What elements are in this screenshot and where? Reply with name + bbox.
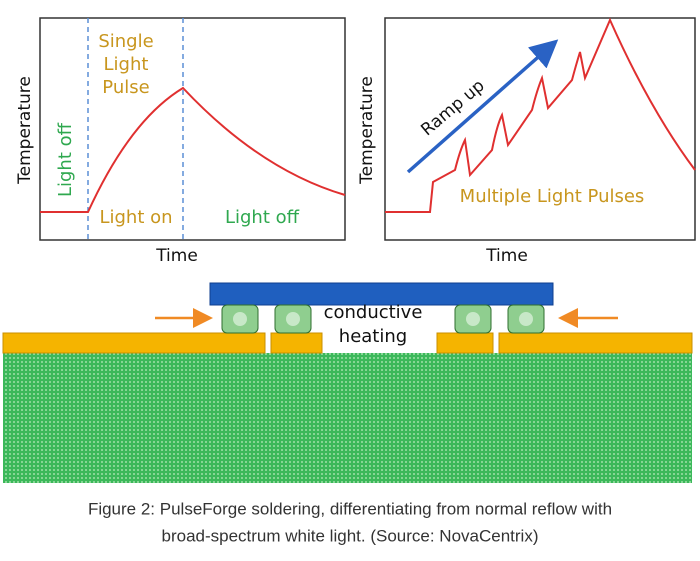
- left-chart: Temperature Time Single Light Pulse Ligh…: [15, 17, 346, 266]
- heating-label: conductive: [324, 302, 423, 323]
- copper-pad: [2, 332, 266, 354]
- light-off-label: Light off: [225, 207, 300, 228]
- plot-frame: [384, 17, 696, 241]
- pulse-label: Single: [98, 31, 153, 52]
- copper-pad: [270, 332, 323, 354]
- plot-frame: [39, 17, 346, 241]
- pcb-substrate: [3, 353, 692, 483]
- solder-highlight: [519, 312, 533, 326]
- solder-diagram: conductive heating: [2, 282, 693, 483]
- light-off-label: Light off: [55, 122, 76, 197]
- x-axis-label: Time: [485, 246, 528, 266]
- x-axis-label: Time: [155, 246, 198, 266]
- ramp-arrow: [406, 39, 559, 174]
- caption: broad-spectrum white light. (Source: Nov…: [162, 526, 539, 545]
- solder-highlight: [466, 312, 480, 326]
- solder-highlight: [233, 312, 247, 326]
- pulse-label: Pulse: [102, 77, 149, 98]
- y-axis-label: Temperature: [357, 76, 377, 185]
- solder-highlight: [286, 312, 300, 326]
- temperature-curve: [40, 86, 346, 213]
- pulses-label: Multiple Light Pulses: [460, 186, 645, 207]
- copper-pad: [498, 332, 693, 354]
- temperature-curve: [385, 17, 696, 213]
- right-chart: Temperature Time Ramp up Multiple Light …: [357, 17, 696, 266]
- copper-pad: [436, 332, 494, 354]
- component: [209, 282, 554, 306]
- light-on-label: Light on: [99, 207, 172, 228]
- pulse-label: Light: [104, 54, 149, 75]
- y-axis-label: Temperature: [15, 76, 35, 185]
- heating-label: heating: [339, 326, 407, 347]
- caption: Figure 2: PulseForge soldering, differen…: [88, 499, 612, 518]
